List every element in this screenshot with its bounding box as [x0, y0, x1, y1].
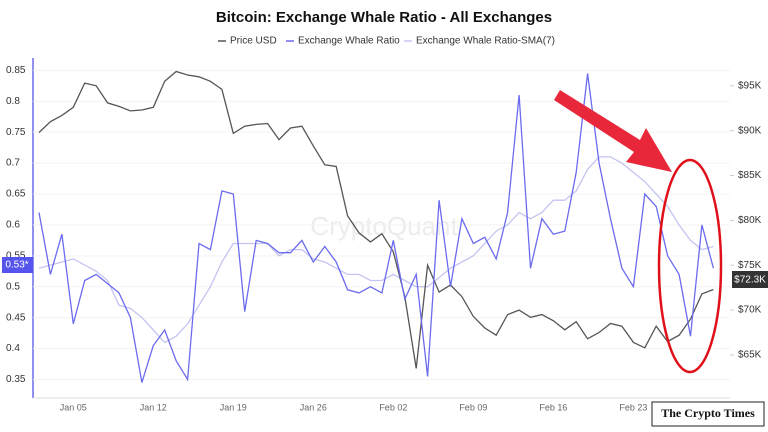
legend-label: Price USD: [230, 36, 277, 47]
y2-tick-label: $85K: [738, 170, 762, 181]
highlight-ellipse: [657, 158, 723, 374]
y-tick-label: 0.85: [6, 65, 26, 76]
x-tick-label: Feb 23: [619, 402, 647, 412]
y2-tick-label: $95K: [738, 80, 762, 91]
y-tick-label: 0.45: [6, 312, 26, 323]
series-line: [38, 73, 715, 383]
y2-tick-label: $75K: [738, 260, 762, 271]
right-marker: [732, 271, 768, 288]
left-marker-label: 0.53*: [5, 260, 28, 271]
x-tick-label: Feb 16: [539, 402, 567, 412]
y-tick-label: 0.35: [6, 374, 26, 385]
x-tick-label: Jan 26: [300, 402, 327, 412]
logo-box: [651, 401, 765, 427]
y-tick-label: 0.5: [6, 281, 20, 292]
y-tick-label: 0.65: [6, 189, 26, 200]
y2-tick-label: $70K: [738, 305, 762, 316]
legend-label: Exchange Whale Ratio: [298, 36, 400, 47]
x-tick-label: Feb 09: [459, 402, 487, 412]
x-tick-label: Jan 19: [220, 402, 247, 412]
arrow: [554, 90, 672, 172]
legend-label: Exchange Whale Ratio-SMA(7): [416, 36, 555, 47]
x-tick-label: Feb 02: [379, 402, 407, 412]
y-tick-label: 0.6: [6, 220, 20, 231]
y-tick-label: 0.8: [6, 96, 20, 107]
plot-area: 0.35 0.4 0.45 0.5 0.55 0.6 0.65 0.7 0.75 0.8 0.85 $…: [6, 65, 762, 412]
watermark: CryptoQuant: [310, 211, 458, 241]
series-line: [38, 156, 714, 344]
y-tick-label: 0.4: [6, 343, 20, 354]
y2-tick-label: $65K: [738, 350, 762, 361]
y2-tick-label: $90K: [738, 125, 762, 136]
chart-title: Bitcoin: Exchange Whale Ratio - All Exch…: [216, 9, 552, 26]
y-tick-label: 0.55: [6, 250, 26, 261]
logo: The Crypto Times: [661, 406, 755, 420]
left-marker: [2, 257, 33, 273]
series-line: [38, 70, 714, 369]
x-tick-label: Jan 12: [140, 402, 167, 412]
y-tick-label: 0.7: [6, 158, 20, 169]
y2-tick-label: $80K: [738, 215, 762, 226]
y-tick-label: 0.75: [6, 127, 26, 138]
x-tick-label: Jan 05: [60, 402, 87, 412]
right-marker-label: $72.3K: [734, 275, 766, 286]
